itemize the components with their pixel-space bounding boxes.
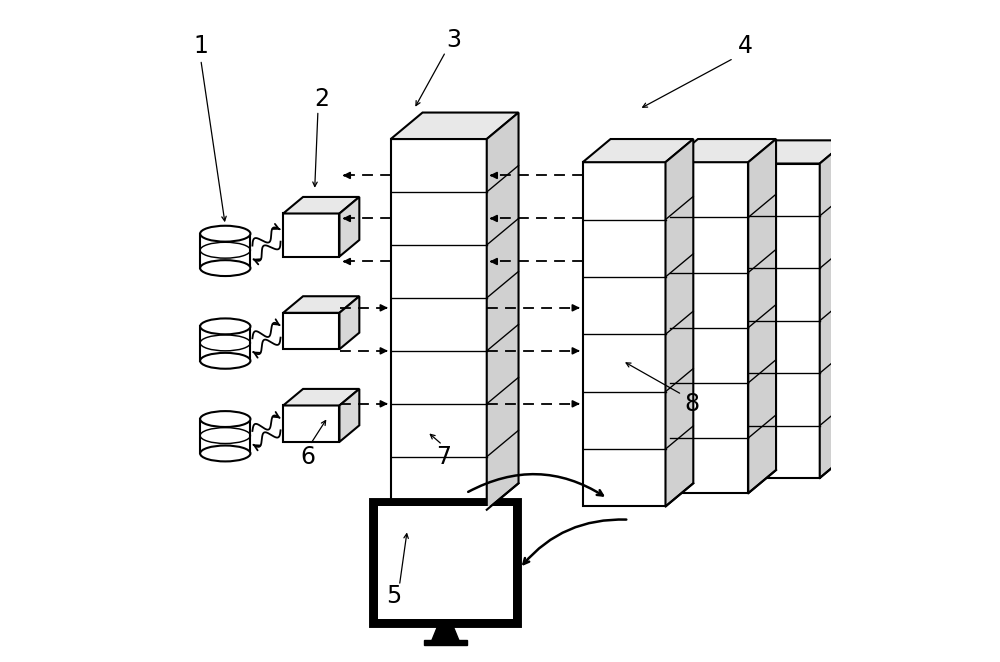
- Text: 7: 7: [436, 445, 451, 469]
- Polygon shape: [583, 139, 693, 162]
- Polygon shape: [339, 197, 359, 257]
- Polygon shape: [487, 113, 519, 510]
- Text: 5: 5: [386, 584, 402, 608]
- Polygon shape: [200, 419, 250, 453]
- Polygon shape: [339, 297, 359, 350]
- Polygon shape: [666, 139, 693, 506]
- Ellipse shape: [200, 446, 250, 461]
- Text: 1: 1: [193, 34, 208, 58]
- Polygon shape: [670, 162, 748, 493]
- Polygon shape: [200, 326, 250, 361]
- Ellipse shape: [200, 260, 250, 276]
- Ellipse shape: [200, 411, 250, 427]
- Ellipse shape: [200, 353, 250, 369]
- Polygon shape: [748, 140, 848, 164]
- Polygon shape: [283, 197, 359, 214]
- Polygon shape: [283, 405, 339, 442]
- Polygon shape: [391, 139, 487, 510]
- Text: 4: 4: [737, 34, 752, 58]
- Ellipse shape: [200, 318, 250, 334]
- Polygon shape: [283, 313, 339, 350]
- Text: 6: 6: [301, 445, 316, 469]
- Polygon shape: [371, 500, 520, 626]
- Polygon shape: [670, 139, 776, 162]
- Text: 2: 2: [314, 87, 329, 111]
- Ellipse shape: [200, 226, 250, 242]
- Polygon shape: [748, 164, 820, 478]
- Polygon shape: [432, 626, 459, 640]
- Polygon shape: [200, 234, 250, 268]
- Polygon shape: [748, 139, 776, 493]
- Polygon shape: [583, 162, 666, 506]
- Polygon shape: [339, 389, 359, 442]
- Polygon shape: [283, 214, 339, 257]
- Text: 8: 8: [684, 392, 700, 416]
- Polygon shape: [391, 113, 519, 139]
- Polygon shape: [424, 640, 467, 645]
- Polygon shape: [378, 506, 513, 619]
- Polygon shape: [283, 389, 359, 405]
- Text: 3: 3: [446, 28, 461, 52]
- Polygon shape: [283, 297, 359, 313]
- Polygon shape: [820, 140, 848, 478]
